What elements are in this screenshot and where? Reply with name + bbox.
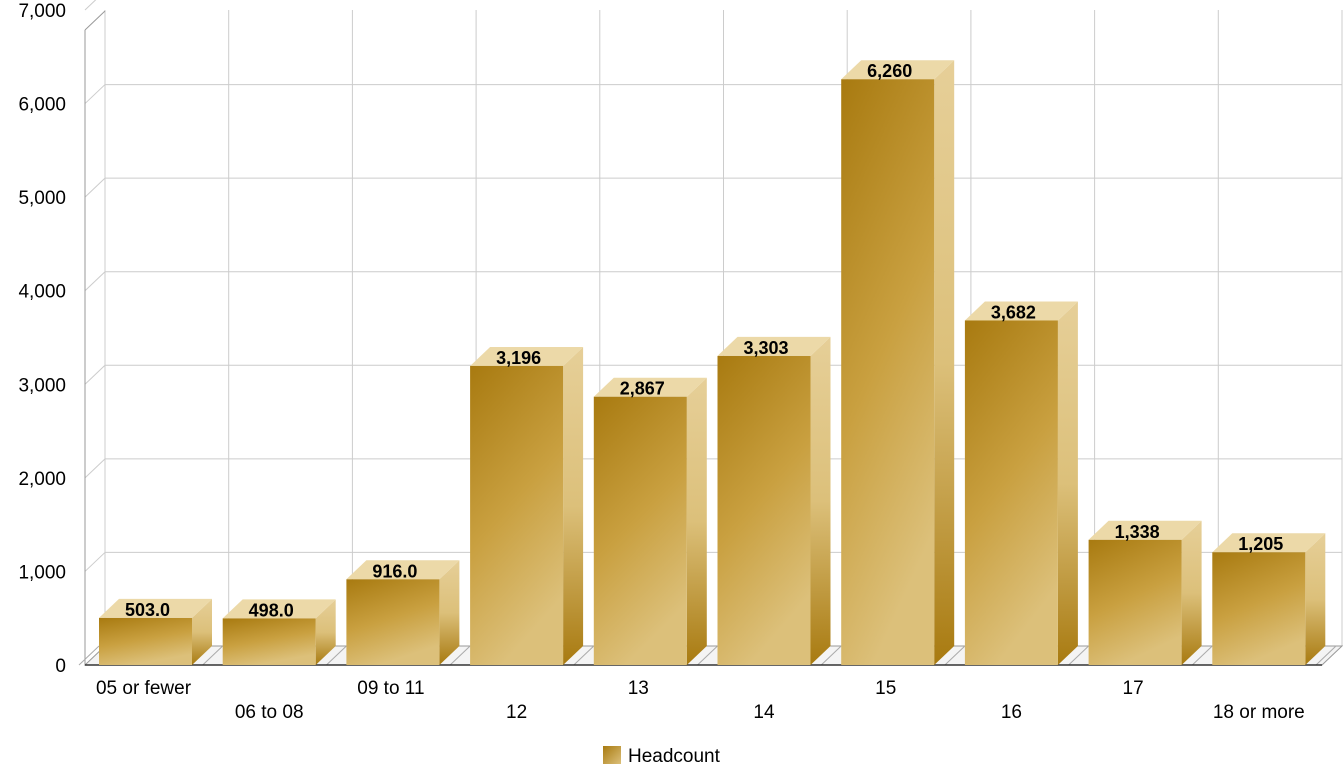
floor-tick (697, 645, 718, 666)
floor-tick (573, 645, 595, 666)
y-axis-depth (84, 10, 106, 31)
bar-side (563, 346, 584, 665)
floor-tick (820, 645, 842, 666)
bar-front (222, 618, 316, 665)
bar-side (192, 598, 212, 665)
gridline-depth (84, 177, 106, 198)
y-tick-label: 1,000 (18, 562, 66, 583)
bar (222, 599, 336, 665)
data-label: 2,867 (620, 379, 665, 399)
y-tick-label: 4,000 (18, 282, 66, 303)
bar (99, 598, 212, 665)
y-tick-label: 6,000 (18, 95, 66, 116)
x-category-label: 14 (753, 702, 775, 723)
bar (470, 346, 584, 665)
data-label: 503.0 (125, 600, 170, 620)
floor-tick (449, 645, 471, 666)
data-label: 6,260 (867, 61, 912, 81)
x-category-label: 06 to 08 (235, 702, 304, 723)
y-tick-label: 2,000 (18, 469, 66, 490)
x-category-label: 16 (1001, 702, 1022, 723)
bar-top (841, 60, 955, 80)
floor-tick (1315, 645, 1337, 666)
bar-top (717, 336, 831, 356)
bar-top (593, 377, 707, 397)
bar-front (717, 355, 811, 665)
bar-side (1305, 533, 1326, 665)
bar-front (99, 617, 192, 665)
bar-top (470, 346, 584, 366)
y-tick-label: 5,000 (18, 188, 66, 209)
bar (1212, 533, 1326, 665)
gridline-depth (84, 271, 106, 292)
bar-front (1212, 552, 1306, 665)
legend: Headcount (603, 746, 721, 767)
bar-top (1212, 533, 1326, 553)
floor-tick (1068, 645, 1089, 666)
x-category-label: 12 (506, 702, 527, 723)
floor-tick (78, 645, 100, 666)
bar-side (810, 336, 831, 665)
bar-side (439, 560, 460, 665)
bar-side (1181, 520, 1202, 665)
bar-top (222, 599, 336, 619)
bar-front (1088, 539, 1182, 665)
gridline-depth (84, 364, 106, 385)
data-label: 3,196 (496, 348, 541, 368)
floor-tick (944, 645, 966, 666)
bar-front (841, 79, 935, 665)
y-tick-label: 3,000 (18, 375, 66, 396)
labels: 503.0 498.0 916.0 3,196 2,867 3,303 6,260 3,682… (96, 61, 1305, 723)
bar (841, 60, 955, 665)
bar-side (686, 377, 707, 665)
gridline-depth (84, 84, 106, 104)
bar-front (964, 320, 1058, 665)
gridline-depth (84, 552, 106, 572)
bar-side (1057, 301, 1078, 665)
y-tick-label: 7,000 (18, 1, 66, 22)
data-label: 1,338 (1115, 522, 1160, 542)
x-category-label: 17 (1123, 678, 1144, 699)
legend-label: Headcount (628, 746, 721, 765)
data-label: 916.0 (372, 561, 417, 581)
bar-top (99, 598, 212, 618)
bars (99, 60, 1326, 665)
data-label: 3,303 (743, 338, 788, 358)
floor-tick (1191, 645, 1213, 666)
x-category-label: 13 (628, 678, 649, 699)
data-label: 1,205 (1238, 534, 1283, 554)
bar (346, 560, 460, 665)
floor-tick (202, 645, 224, 666)
bar-front (470, 365, 564, 665)
x-category-label: 18 or more (1213, 702, 1305, 723)
gridline-depth (84, 0, 97, 11)
data-label: 498.0 (249, 600, 294, 620)
floor-tick (326, 645, 347, 666)
data-label: 3,682 (991, 302, 1036, 322)
bar-top (346, 560, 460, 580)
bar-side (315, 599, 336, 665)
x-category-label: 15 (875, 678, 896, 699)
y-tick-label: 0 (55, 656, 66, 677)
bar (717, 336, 831, 665)
bar-front (593, 396, 687, 665)
bar-side (934, 60, 955, 665)
bar-top (964, 301, 1078, 321)
bar-top (1088, 520, 1202, 540)
bar (1088, 520, 1202, 665)
bar (593, 377, 707, 665)
gridline-depth (84, 458, 106, 479)
x-category-label: 09 to 11 (357, 678, 424, 699)
bar (964, 301, 1078, 665)
bar-front (346, 579, 440, 665)
legend-swatch (603, 746, 621, 764)
x-category-label: 05 or fewer (96, 678, 192, 699)
